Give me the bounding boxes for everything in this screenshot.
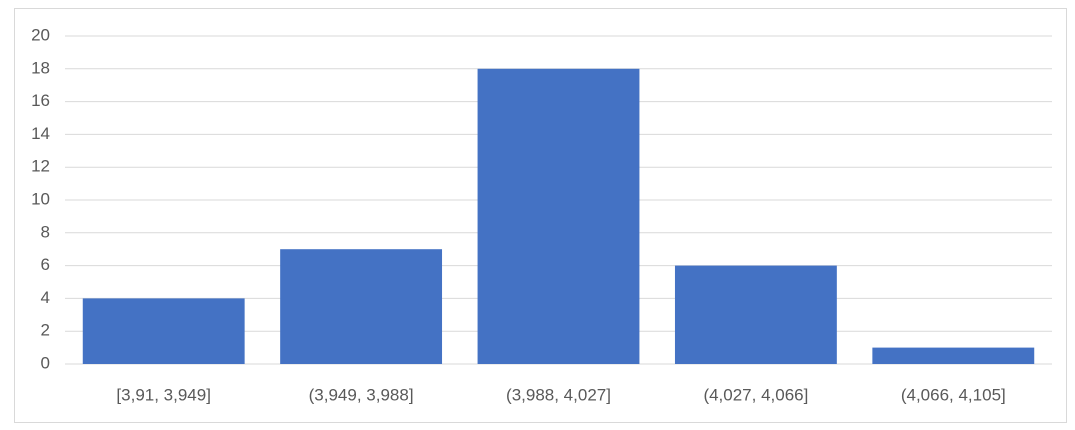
x-tick-label: (4,027, 4,066]: [703, 385, 808, 404]
x-tick-label: [3,91, 3,949]: [116, 385, 211, 404]
y-tick-label: 16: [31, 91, 50, 110]
y-tick-label: 8: [41, 222, 50, 241]
y-tick-label: 12: [31, 157, 50, 176]
x-tick-label: (4,066, 4,105]: [901, 385, 1006, 404]
y-tick-label: 6: [41, 255, 50, 274]
bar: [477, 68, 640, 365]
bar: [872, 347, 1035, 364]
bar: [280, 249, 443, 364]
y-tick-label: 10: [31, 189, 50, 208]
y-tick-label: 2: [41, 321, 50, 340]
y-tick-label: 20: [31, 25, 50, 44]
y-tick-label: 4: [41, 288, 50, 307]
y-tick-label: 14: [31, 124, 50, 143]
y-tick-label: 0: [41, 353, 50, 372]
bar: [674, 265, 837, 364]
bar: [82, 298, 245, 364]
x-tick-label: (3,949, 3,988]: [309, 385, 414, 404]
y-tick-label: 18: [31, 58, 50, 77]
x-tick-label: (3,988, 4,027]: [506, 385, 611, 404]
